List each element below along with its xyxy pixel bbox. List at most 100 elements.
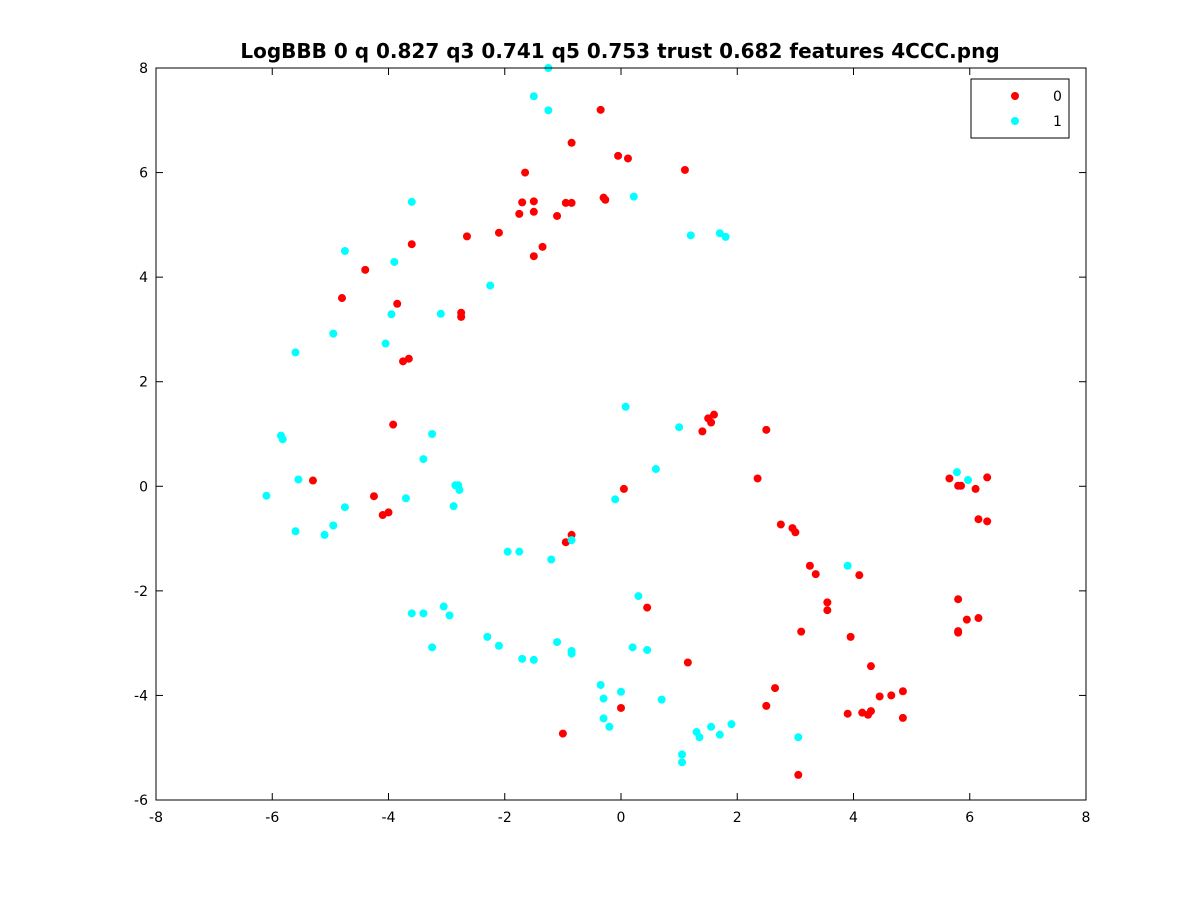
data-point-series-1: [407, 197, 416, 206]
data-point-series-0: [843, 709, 852, 718]
data-point-series-0: [596, 105, 605, 114]
x-tick-label: 8: [1082, 810, 1091, 826]
data-point-series-1: [503, 547, 512, 556]
data-point-series-1: [407, 609, 416, 618]
chart-title: LogBBB 0 q 0.827 q3 0.741 q5 0.753 trust…: [240, 39, 999, 63]
data-point-series-0: [529, 252, 538, 261]
data-point-series-1: [964, 476, 973, 485]
data-point-series-0: [457, 312, 466, 321]
data-point-series-1: [428, 430, 437, 438]
data-point-series-0: [866, 707, 875, 716]
data-point-series-0: [308, 476, 317, 485]
data-point-series-1: [529, 92, 538, 101]
x-tick-label: -6: [265, 810, 279, 826]
data-point-series-1: [401, 494, 410, 503]
data-point-series-0: [974, 614, 983, 623]
data-point-series-0: [680, 165, 689, 174]
y-tick-label: 4: [139, 270, 148, 286]
data-point-series-1: [843, 561, 852, 570]
data-point-series-0: [643, 603, 652, 612]
data-point-series-0: [683, 658, 692, 667]
data-point-series-1: [605, 722, 614, 731]
data-point-series-1: [715, 730, 724, 739]
data-point-series-0: [538, 242, 547, 251]
legend-label-0: 0: [1053, 89, 1062, 105]
data-point-series-0: [811, 570, 820, 579]
data-point-series-1: [291, 348, 300, 357]
data-point-series-0: [529, 207, 538, 216]
data-point-series-1: [291, 527, 300, 536]
data-point-series-1: [449, 502, 458, 511]
data-point-series-0: [338, 294, 346, 303]
data-point-series-1: [952, 468, 961, 477]
data-point-series-0: [623, 154, 632, 163]
data-point-series-0: [529, 197, 538, 206]
data-point-series-0: [389, 420, 398, 429]
data-point-series-0: [771, 684, 780, 693]
data-point-series-0: [698, 427, 707, 436]
data-point-series-0: [515, 209, 524, 218]
x-tick-label: -4: [382, 810, 396, 826]
data-point-series-1: [547, 555, 556, 564]
data-point-series-1: [721, 232, 730, 241]
data-point-series-0: [971, 484, 980, 493]
data-point-series-0: [494, 228, 503, 237]
legend-box: [970, 78, 1070, 139]
data-point-series-0: [823, 606, 832, 615]
data-point-series-1: [486, 281, 495, 290]
data-point-series-0: [957, 481, 966, 490]
data-point-series-0: [791, 528, 800, 537]
data-point-series-0: [898, 713, 907, 722]
data-point-series-0: [710, 410, 718, 419]
data-point-series-1: [596, 680, 605, 689]
y-tick-label: 6: [139, 166, 148, 182]
data-point-series-1: [518, 654, 527, 663]
data-point-series-0: [393, 299, 402, 308]
data-point-series-1: [390, 257, 399, 266]
x-tick-label: 6: [965, 810, 974, 826]
data-point-series-1: [483, 632, 492, 641]
y-tick-label: 0: [139, 479, 148, 495]
data-point-series-1: [634, 592, 643, 601]
data-point-series-0: [945, 474, 954, 483]
data-point-series-0: [558, 729, 567, 738]
data-point-series-1: [657, 695, 666, 704]
y-tick-label: 2: [139, 375, 148, 391]
data-point-series-0: [762, 425, 771, 434]
x-tick-label: 0: [617, 810, 626, 826]
data-point-series-0: [617, 703, 625, 712]
data-point-series-0: [983, 473, 992, 482]
legend-label-1: 1: [1053, 114, 1062, 130]
data-point-series-0: [974, 515, 983, 524]
data-point-series-1: [455, 485, 464, 494]
data-point-series-1: [544, 106, 553, 115]
data-point-series-0: [776, 520, 785, 529]
data-point-series-1: [567, 649, 576, 658]
data-point-series-1: [262, 491, 271, 500]
data-point-series-1: [387, 310, 396, 319]
y-tick-label: 8: [139, 61, 148, 77]
data-point-series-0: [753, 474, 762, 483]
data-point-series-0: [887, 691, 896, 700]
data-point-series-1: [529, 655, 538, 664]
data-point-series-0: [805, 561, 814, 570]
data-point-series-1: [727, 720, 736, 729]
data-point-series-0: [521, 168, 530, 177]
data-point-series-1: [445, 611, 454, 620]
data-point-series-1: [794, 733, 803, 742]
plot-area: [262, 64, 992, 779]
data-point-series-1: [329, 521, 338, 530]
data-point-series-1: [686, 231, 695, 240]
data-point-series-0: [898, 687, 907, 696]
data-point-series-1: [340, 503, 349, 512]
data-point-series-1: [628, 643, 637, 652]
data-point-series-0: [567, 198, 576, 207]
data-point-series-0: [855, 571, 864, 580]
data-point-series-1: [643, 645, 652, 654]
data-point-series-0: [954, 628, 963, 637]
legend-marker-0: [1011, 92, 1019, 100]
data-point-series-0: [762, 701, 771, 710]
data-point-series-1: [611, 495, 620, 504]
